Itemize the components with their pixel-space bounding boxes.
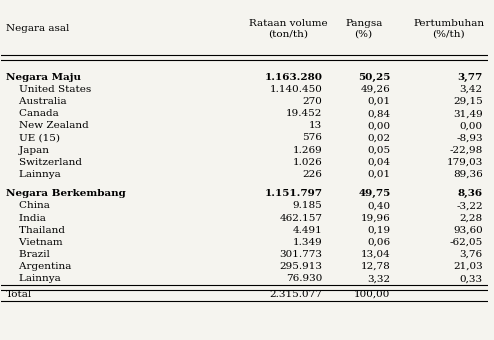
Text: Lainnya: Lainnya [6, 274, 61, 283]
Text: 3,42: 3,42 [460, 85, 483, 94]
Text: United States: United States [6, 85, 91, 94]
Text: 0,00: 0,00 [368, 121, 390, 130]
Text: 100,00: 100,00 [354, 290, 390, 299]
Text: 3,76: 3,76 [460, 250, 483, 259]
Text: Canada: Canada [6, 109, 59, 118]
Text: 19,96: 19,96 [361, 214, 390, 223]
Text: 49,26: 49,26 [361, 85, 390, 94]
Text: 31,49: 31,49 [453, 109, 483, 118]
Text: New Zealand: New Zealand [6, 121, 89, 130]
Text: 1.163.280: 1.163.280 [264, 73, 323, 82]
Text: 179,03: 179,03 [447, 158, 483, 167]
Text: 301.773: 301.773 [279, 250, 323, 259]
Text: Total: Total [6, 290, 33, 299]
Text: 0,01: 0,01 [368, 97, 390, 106]
Text: 0,04: 0,04 [368, 158, 390, 167]
Text: Brazil: Brazil [6, 250, 50, 259]
Text: 3,77: 3,77 [457, 73, 483, 82]
Text: 1.140.450: 1.140.450 [269, 85, 323, 94]
Text: Negara Maju: Negara Maju [6, 73, 81, 82]
Text: 2,28: 2,28 [460, 214, 483, 223]
Text: 12,78: 12,78 [361, 262, 390, 271]
Text: Negara asal: Negara asal [6, 24, 70, 33]
Text: 93,60: 93,60 [453, 226, 483, 235]
Text: Thailand: Thailand [6, 226, 65, 235]
Text: -62,05: -62,05 [450, 238, 483, 247]
Text: 8,36: 8,36 [457, 189, 483, 198]
Text: Pertumbuhan
(%/th): Pertumbuhan (%/th) [413, 19, 484, 38]
Text: 0,19: 0,19 [368, 226, 390, 235]
Text: 0,01: 0,01 [368, 170, 390, 179]
Text: 1.269: 1.269 [292, 146, 323, 155]
Text: Australia: Australia [6, 97, 67, 106]
Text: 0,06: 0,06 [368, 238, 390, 247]
Text: Pangsa
(%): Pangsa (%) [345, 19, 382, 38]
Text: 89,36: 89,36 [453, 170, 483, 179]
Text: 13,04: 13,04 [361, 250, 390, 259]
Text: 50,25: 50,25 [358, 73, 390, 82]
Text: 0,00: 0,00 [460, 121, 483, 130]
Text: 0,84: 0,84 [368, 109, 390, 118]
Text: Japan: Japan [6, 146, 49, 155]
Text: 0,40: 0,40 [368, 201, 390, 210]
Text: 49,75: 49,75 [358, 189, 390, 198]
Text: China: China [6, 201, 50, 210]
Text: 295.913: 295.913 [279, 262, 323, 271]
Text: 462.157: 462.157 [279, 214, 323, 223]
Text: 1.026: 1.026 [292, 158, 323, 167]
Text: Switzerland: Switzerland [6, 158, 82, 167]
Text: UE (15): UE (15) [6, 134, 60, 142]
Text: Vietnam: Vietnam [6, 238, 63, 247]
Text: 0,02: 0,02 [368, 134, 390, 142]
Text: Negara Berkembang: Negara Berkembang [6, 189, 126, 198]
Text: Rataan volume
(ton/th): Rataan volume (ton/th) [249, 19, 328, 38]
Text: 1.151.797: 1.151.797 [264, 189, 323, 198]
Text: 9.185: 9.185 [292, 201, 323, 210]
Text: 0,33: 0,33 [460, 274, 483, 283]
Text: 19.452: 19.452 [286, 109, 323, 118]
Text: 576: 576 [302, 134, 323, 142]
Text: Lainnya: Lainnya [6, 170, 61, 179]
Text: 4.491: 4.491 [292, 226, 323, 235]
Text: 13: 13 [309, 121, 323, 130]
Text: -8,93: -8,93 [456, 134, 483, 142]
Text: 0,05: 0,05 [368, 146, 390, 155]
Text: -3,22: -3,22 [456, 201, 483, 210]
Text: 3,32: 3,32 [368, 274, 390, 283]
Text: India: India [6, 214, 46, 223]
Text: 29,15: 29,15 [453, 97, 483, 106]
Text: 2.315.077: 2.315.077 [269, 290, 323, 299]
Text: 270: 270 [302, 97, 323, 106]
Text: 21,03: 21,03 [453, 262, 483, 271]
Text: 76.930: 76.930 [286, 274, 323, 283]
Text: Argentina: Argentina [6, 262, 72, 271]
Text: 1.349: 1.349 [292, 238, 323, 247]
Text: -22,98: -22,98 [450, 146, 483, 155]
Text: 226: 226 [302, 170, 323, 179]
